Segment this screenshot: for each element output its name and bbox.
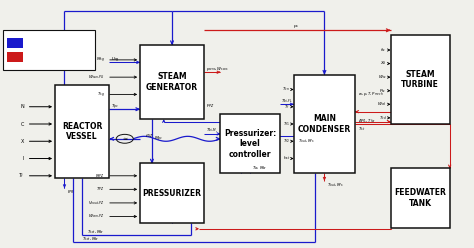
Text: Pressurizer:
level
controller: Pressurizer: level controller (224, 129, 276, 159)
Text: FEEDWATER
TANK: FEEDWATER TANK (394, 188, 446, 208)
Text: PRESSURIZER: PRESSURIZER (143, 188, 201, 198)
Text: $W_{con,PZ}$: $W_{con,PZ}$ (88, 213, 105, 220)
Text: $\Delta P_{f1}, T_{fw}$: $\Delta P_{f1}, T_{fw}$ (357, 117, 375, 125)
Text: $P_{sc}$: $P_{sc}$ (379, 87, 387, 94)
Text: I: I (23, 156, 24, 161)
Text: $I_{PR}$: $I_{PR}$ (67, 188, 74, 196)
Text: $T_{bi, M_1}$: $T_{bi, M_1}$ (206, 127, 218, 135)
Text: $M_{pc}$: $M_{pc}$ (155, 134, 164, 143)
Bar (140, 163, 204, 223)
Text: Primary System: Primary System (27, 40, 69, 45)
Text: $\approx$: $\approx$ (121, 136, 128, 142)
Bar (391, 168, 450, 228)
Text: STEAM
GENERATOR: STEAM GENERATOR (146, 72, 198, 92)
Text: MAIN
CONDENSER: MAIN CONDENSER (298, 114, 351, 134)
Text: $f_{sc}$: $f_{sc}$ (380, 46, 387, 54)
Text: $T_{out}, M_s$: $T_{out}, M_s$ (327, 182, 343, 189)
Bar (3, 30, 95, 70)
Text: $W_{sun,PG}$: $W_{sun,PG}$ (88, 73, 105, 81)
Text: $X_d$: $X_d$ (380, 60, 387, 67)
Bar (7, 38, 23, 48)
Text: $M_{sg}$: $M_{sg}$ (96, 56, 105, 64)
Text: $V_{hout,PZ}$: $V_{hout,PZ}$ (88, 199, 105, 207)
Text: $w,p,T,P_{mech}$: $w,p,T,P_{mech}$ (357, 91, 383, 98)
Text: $T_{cd}$: $T_{cd}$ (379, 114, 387, 122)
Text: $T_{PZ}$: $T_{PZ}$ (96, 186, 105, 193)
Text: $p_{PZ}$: $p_{PZ}$ (206, 102, 215, 110)
Text: STEAM
TURBINE: STEAM TURBINE (401, 70, 439, 89)
Text: $p_{sens}, W_{sens}$: $p_{sens}, W_{sens}$ (206, 65, 229, 73)
Text: $T_f$: $T_f$ (18, 171, 24, 180)
Text: $W_{sc}$: $W_{sc}$ (378, 73, 387, 81)
Text: $T_{cn}$: $T_{cn}$ (282, 86, 290, 93)
Text: $h_{st}$: $h_{st}$ (283, 155, 290, 162)
Text: $T_{f1}$: $T_{f1}$ (283, 120, 290, 128)
Text: $T_w, M_w$: $T_w, M_w$ (252, 165, 267, 172)
Text: REACTOR
VESSEL: REACTOR VESSEL (62, 122, 102, 141)
Text: $T_{st}$: $T_{st}$ (357, 125, 365, 133)
Text: $T_{sg}$: $T_{sg}$ (97, 90, 105, 99)
Text: $T_{pc}$: $T_{pc}$ (111, 102, 119, 111)
Text: $T_f$: $T_f$ (284, 103, 290, 111)
Text: $M_{PZ}$: $M_{PZ}$ (95, 172, 105, 180)
Bar (391, 35, 450, 124)
Text: $U_{sg}$: $U_{sg}$ (111, 55, 120, 64)
Text: $W_{cd}$: $W_{cd}$ (377, 100, 387, 108)
Text: X: X (21, 139, 24, 144)
Bar (55, 85, 109, 178)
Text: $T_{sat}, M_w$: $T_{sat}, M_w$ (82, 236, 99, 243)
Bar (294, 75, 355, 173)
Bar (7, 53, 23, 62)
Text: $\rho_{SZ}$: $\rho_{SZ}$ (145, 132, 154, 140)
Text: C: C (21, 122, 24, 126)
Bar (220, 114, 280, 173)
Text: $T_{bi,FL}$: $T_{bi,FL}$ (282, 97, 293, 105)
Text: $T_{f2}$: $T_{f2}$ (283, 137, 290, 145)
Text: $T_{out}, M_s$: $T_{out}, M_s$ (299, 137, 315, 145)
Text: Secondary System: Secondary System (27, 55, 76, 60)
Text: $p_s$: $p_s$ (292, 23, 299, 30)
Bar (140, 45, 204, 119)
Text: $T_{sat}, M_w$: $T_{sat}, M_w$ (87, 228, 104, 236)
Text: N: N (20, 104, 24, 109)
